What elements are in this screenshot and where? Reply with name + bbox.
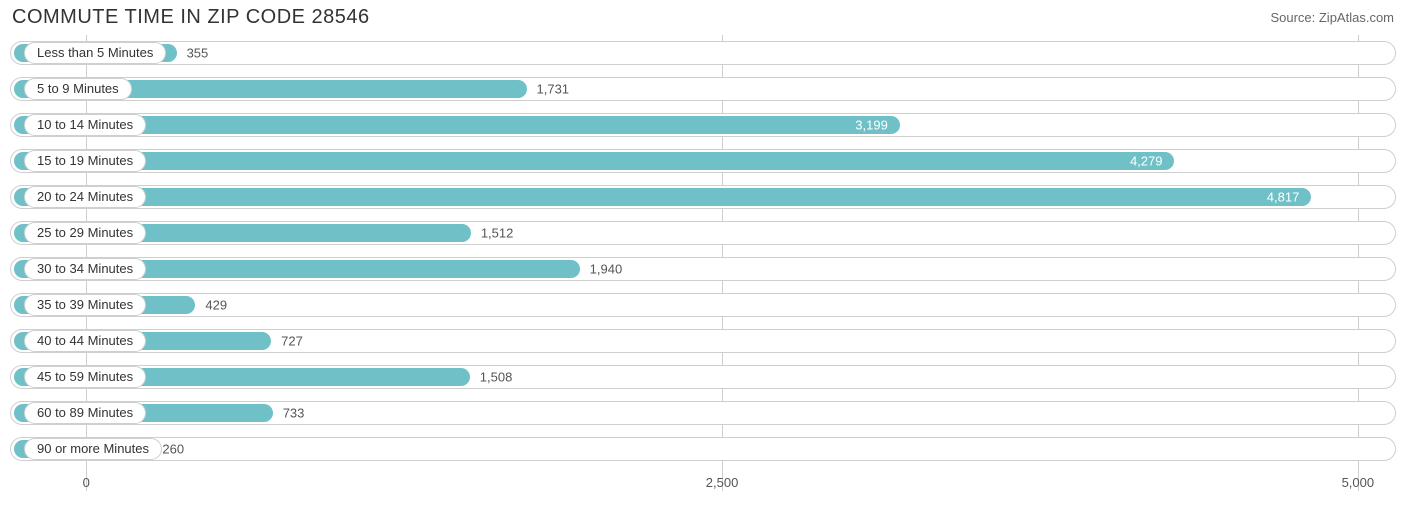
chart-header: COMMUTE TIME IN ZIP CODE 28546 Source: Z… <box>0 0 1406 33</box>
category-pill: 90 or more Minutes <box>24 438 162 460</box>
bar-row: 20 to 24 Minutes 4,817 <box>10 183 1396 211</box>
bar-row: 45 to 59 Minutes 1,508 <box>10 363 1396 391</box>
category-pill: 20 to 24 Minutes <box>24 186 146 208</box>
bar-value-label: 355 <box>187 46 209 61</box>
bar-row: 15 to 19 Minutes 4,279 <box>10 147 1396 175</box>
category-pill: 15 to 19 Minutes <box>24 150 146 172</box>
category-pill: 45 to 59 Minutes <box>24 366 146 388</box>
chart-title: COMMUTE TIME IN ZIP CODE 28546 <box>12 6 370 29</box>
category-pill: 60 to 89 Minutes <box>24 402 146 424</box>
category-pill: 5 to 9 Minutes <box>24 78 132 100</box>
bar-fill <box>14 188 1311 206</box>
bar-value-label: 1,508 <box>480 370 513 385</box>
category-pill: 40 to 44 Minutes <box>24 330 146 352</box>
bar-value-label: 4,279 <box>1130 154 1163 169</box>
bar-row: Less than 5 Minutes 355 <box>10 39 1396 67</box>
chart-x-axis: 0 2,500 5,000 <box>10 471 1396 495</box>
bar-row: 30 to 34 Minutes 1,940 <box>10 255 1396 283</box>
bar-row: 5 to 9 Minutes 1,731 <box>10 75 1396 103</box>
bar-value-label: 1,731 <box>537 82 570 97</box>
bar-track <box>10 41 1396 65</box>
bar-value-label: 429 <box>205 298 227 313</box>
category-pill: Less than 5 Minutes <box>24 42 166 64</box>
bar-row: 35 to 39 Minutes 429 <box>10 291 1396 319</box>
bar-value-label: 1,940 <box>590 262 623 277</box>
bar-track <box>10 437 1396 461</box>
x-axis-tick-label: 2,500 <box>706 475 739 490</box>
bar-value-label: 260 <box>162 442 184 457</box>
bar-row: 40 to 44 Minutes 727 <box>10 327 1396 355</box>
category-pill: 35 to 39 Minutes <box>24 294 146 316</box>
bar-fill <box>14 152 1174 170</box>
bar-row: 25 to 29 Minutes 1,512 <box>10 219 1396 247</box>
bar-value-label: 733 <box>283 406 305 421</box>
category-pill: 10 to 14 Minutes <box>24 114 146 136</box>
chart-source: Source: ZipAtlas.com <box>1270 6 1394 25</box>
bar-row: 10 to 14 Minutes 3,199 <box>10 111 1396 139</box>
chart-plot-area: Less than 5 Minutes 355 5 to 9 Minutes 1,73… <box>10 39 1396 463</box>
x-axis-tick-label: 0 <box>83 475 90 490</box>
x-axis-tick-label: 5,000 <box>1342 475 1375 490</box>
category-pill: 30 to 34 Minutes <box>24 258 146 280</box>
category-pill: 25 to 29 Minutes <box>24 222 146 244</box>
bar-value-label: 1,512 <box>481 226 514 241</box>
bar-value-label: 727 <box>281 334 303 349</box>
bar-value-label: 3,199 <box>855 118 888 133</box>
bar-fill <box>14 116 900 134</box>
bar-value-label: 4,817 <box>1267 190 1300 205</box>
bar-row: 60 to 89 Minutes 733 <box>10 399 1396 427</box>
bar-row: 90 or more Minutes260 <box>10 435 1396 463</box>
